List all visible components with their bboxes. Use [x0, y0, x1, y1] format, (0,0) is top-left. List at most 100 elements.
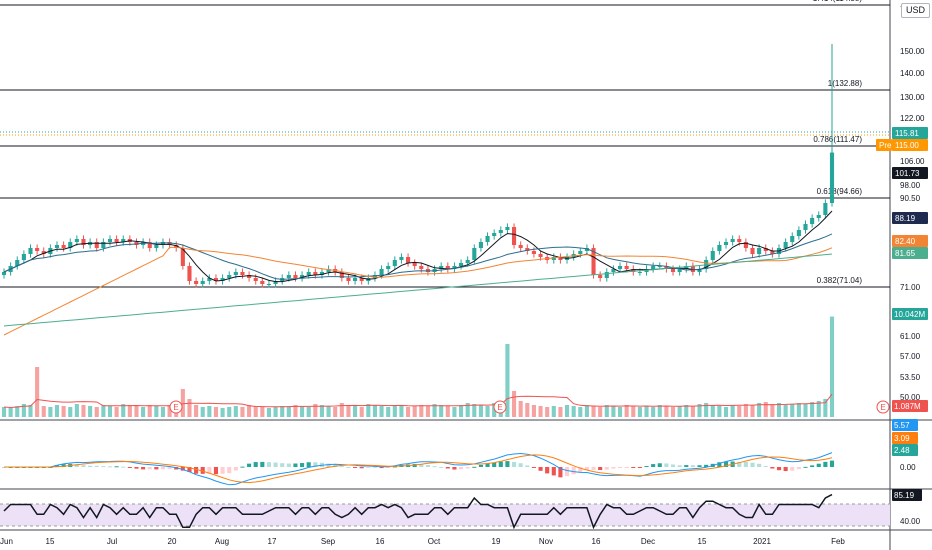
macd-histogram-bar: [213, 467, 219, 475]
macd-histogram-bar: [750, 462, 755, 467]
volume-bar: [194, 405, 199, 417]
volume-bar: [134, 406, 139, 417]
macd-histogram-bar: [88, 465, 93, 467]
macd-histogram-bar: [253, 462, 258, 467]
volume-bar: [253, 406, 258, 417]
volume-bar: [644, 406, 649, 417]
macd-histogram-bar: [74, 464, 79, 467]
time-axis-label: 2021: [753, 537, 771, 546]
macd-histogram-bar: [584, 467, 589, 471]
volume-bar: [200, 407, 205, 417]
volume-bar: [386, 407, 391, 417]
volume-bar: [551, 406, 556, 417]
candle: [266, 284, 272, 285]
candle: [445, 266, 450, 269]
macd-histogram-bar: [664, 463, 669, 467]
candle: [101, 242, 106, 248]
candle: [439, 266, 444, 269]
macd-histogram-bar: [545, 467, 550, 474]
macd-histogram-bar: [326, 463, 331, 467]
candle: [657, 266, 662, 267]
currency-badge[interactable]: USD: [900, 3, 930, 18]
macd-histogram-bar: [200, 467, 205, 474]
volume-bar: [465, 403, 470, 417]
volume-bar: [333, 407, 338, 417]
volume-bar: [154, 406, 159, 417]
macd-histogram-bar: [54, 465, 60, 467]
macd-histogram-bar: [233, 467, 238, 471]
candle: [743, 242, 748, 248]
volume-bar: [657, 405, 662, 417]
volume-bar: [584, 405, 589, 417]
candle: [147, 242, 152, 248]
volume-ma-line: [3, 393, 833, 409]
volume-bar: [730, 405, 735, 417]
sma-slow-line: [3, 246, 833, 336]
macd-histogram-bar: [670, 464, 676, 467]
macd-histogram-bar: [790, 467, 795, 471]
candle: [584, 248, 589, 251]
macd-histogram-bar: [518, 463, 523, 467]
candle: [763, 248, 768, 251]
volume-bar: [505, 344, 510, 417]
macd-histogram-bar: [743, 461, 748, 467]
macd-histogram-bar: [829, 460, 835, 467]
candle: [723, 242, 729, 245]
candle: [213, 278, 219, 281]
macd-histogram-bar: [220, 467, 225, 474]
volume-bar: [187, 399, 192, 417]
price-tick: 106.00: [900, 157, 925, 166]
volume-bar: [564, 405, 570, 417]
candle: [220, 278, 225, 281]
candle: [41, 251, 46, 254]
price-label: 81.65: [895, 249, 916, 258]
volume-bar: [300, 406, 305, 417]
volume-bar: [207, 406, 212, 417]
volume-bar: [525, 403, 530, 417]
price-label-box: [892, 167, 928, 179]
candle: [690, 266, 695, 272]
candle: [68, 242, 73, 248]
time-axis-label: Aug: [215, 537, 229, 546]
macd-histogram-bar: [492, 462, 497, 467]
candle: [194, 281, 199, 284]
macd-histogram-bar: [101, 466, 106, 468]
volume-bar: [690, 406, 695, 417]
macd-histogram-bar: [167, 467, 172, 469]
macd-histogram-bar: [538, 467, 543, 471]
earnings-label: E: [497, 403, 502, 412]
candle: [498, 230, 503, 233]
macd-histogram-bar: [452, 467, 457, 470]
macd-histogram-bar: [266, 462, 272, 467]
candle: [174, 245, 179, 248]
volume-bar: [697, 404, 702, 417]
macd-histogram-bar: [366, 467, 371, 469]
candle: [61, 245, 66, 248]
volume-bar: [293, 405, 298, 417]
volume-bar: [790, 404, 795, 417]
volume-bar: [247, 405, 252, 417]
price-tick: 140.00: [900, 69, 925, 78]
volume-bar: [591, 406, 596, 417]
candle: [810, 218, 815, 224]
macd-label: 2.48: [894, 446, 910, 455]
candle: [717, 245, 722, 251]
macd-histogram-bar: [776, 467, 782, 471]
volume-bar: [286, 407, 291, 417]
volume-bar: [432, 404, 437, 417]
volume-bar: [266, 408, 272, 417]
candle: [796, 230, 801, 236]
candle: [359, 278, 364, 281]
volume-bar: [21, 404, 26, 417]
candle: [15, 260, 20, 266]
macd-histogram-bar: [498, 461, 503, 467]
macd-histogram-bar: [306, 462, 311, 467]
candle: [551, 257, 556, 260]
volume-bar: [61, 406, 66, 417]
macd-histogram-bar: [207, 467, 212, 474]
macd-histogram-bar: [300, 463, 305, 467]
volume-bar: [571, 406, 576, 417]
time-axis-label: 19: [492, 537, 501, 546]
